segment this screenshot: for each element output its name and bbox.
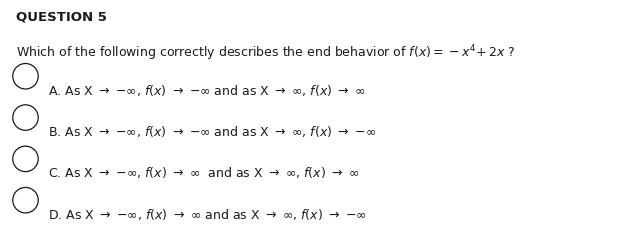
Text: B. As X $\rightarrow$ $-\infty$, $f(x)$ $\rightarrow$ $-\infty$ and as X $\right: B. As X $\rightarrow$ $-\infty$, $f(x)$ … — [48, 124, 376, 139]
Text: Which of the following correctly describes the end behavior of $f(x) = -x^4\!+2x: Which of the following correctly describ… — [16, 44, 515, 63]
Text: C. As X $\rightarrow$ $-\infty$, $f(x)$ $\rightarrow$ $\infty$  and as X $\right: C. As X $\rightarrow$ $-\infty$, $f(x)$ … — [48, 165, 359, 180]
Text: QUESTION 5: QUESTION 5 — [16, 11, 107, 24]
Text: A. As X $\rightarrow$ $-\infty$, $f(x)$ $\rightarrow$ $-\infty$ and as X $\right: A. As X $\rightarrow$ $-\infty$, $f(x)$ … — [48, 83, 366, 98]
Text: D. As X $\rightarrow$ $-\infty$, $f(x)$ $\rightarrow$ $\infty$ and as X $\righta: D. As X $\rightarrow$ $-\infty$, $f(x)$ … — [48, 207, 366, 222]
